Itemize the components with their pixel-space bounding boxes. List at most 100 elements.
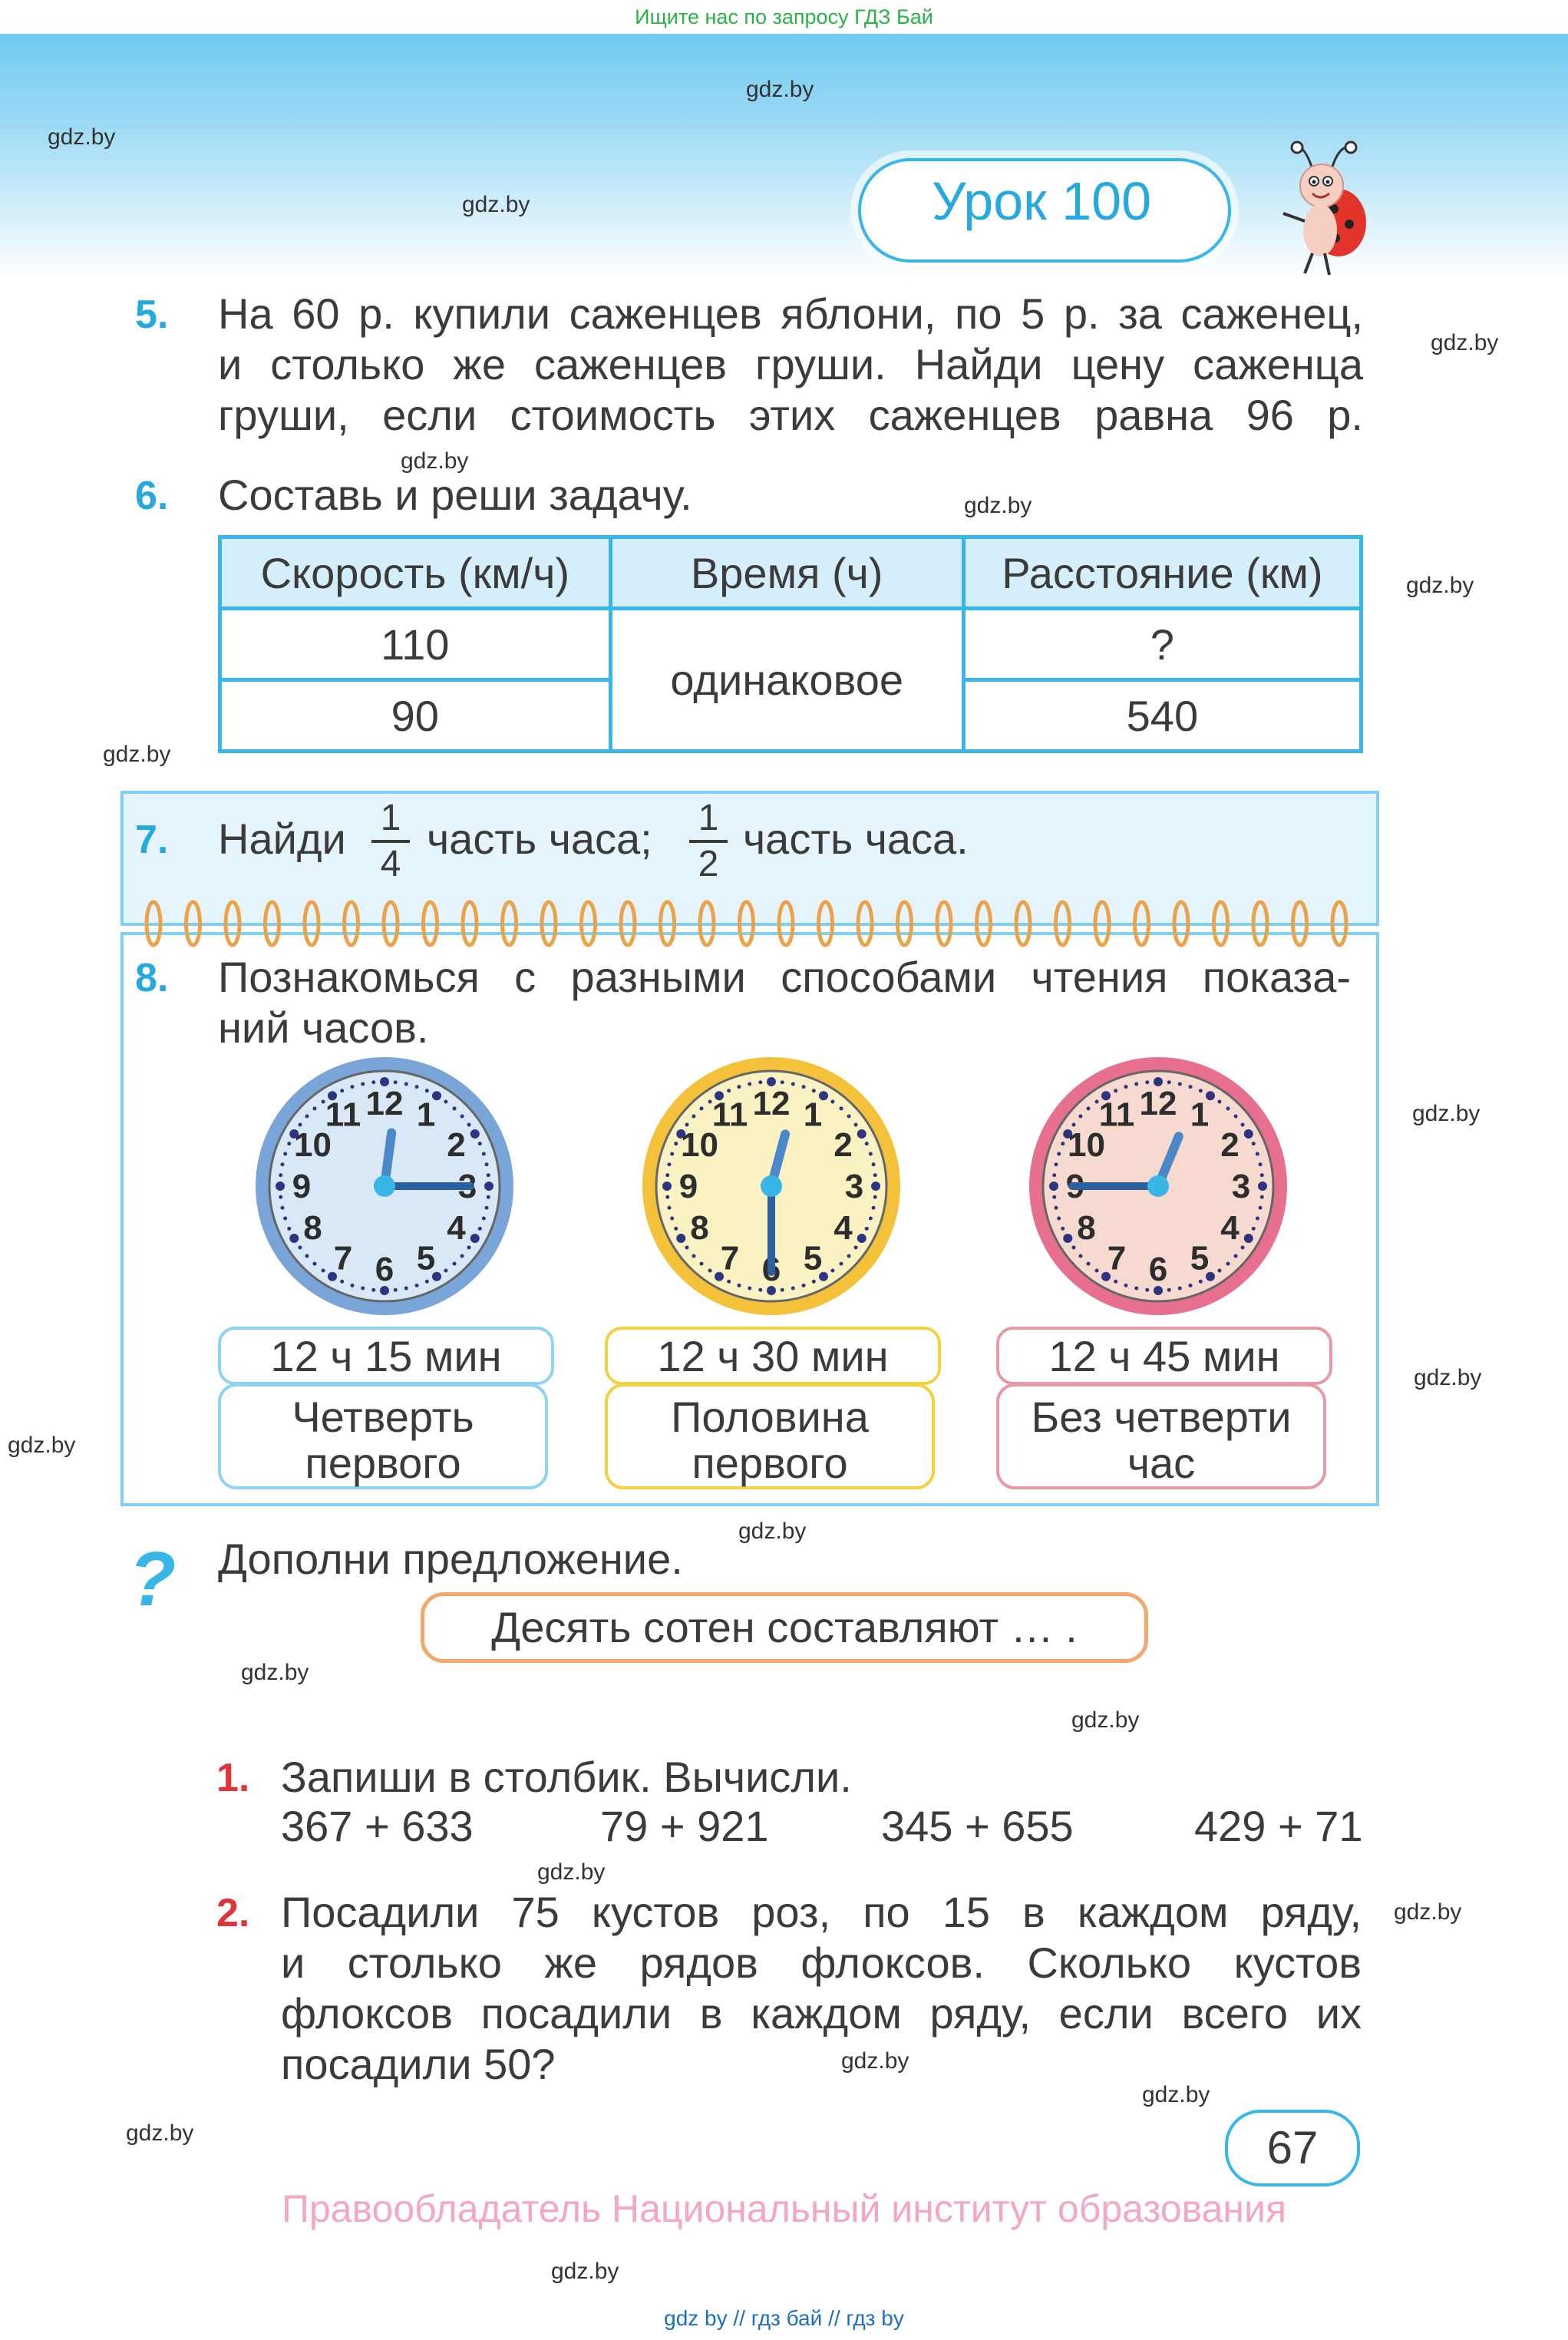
question-text: Дополни предложение. [218,1535,683,1583]
svg-text:10: 10 [1068,1126,1105,1164]
table-cell-distance: 540 [961,678,1364,753]
task7-number: 7. [135,818,169,862]
clock-name-label: Четверть первого [218,1383,548,1489]
lesson-cloud [858,158,1231,263]
home2-line: Посадили 75 кустов роз, по 15 в каждом р… [281,1888,1362,1936]
clock-name-line: первого [692,1439,848,1487]
clock-name-label: Половина первого [605,1383,935,1489]
svg-text:10: 10 [681,1126,718,1164]
task6-number: 6. [135,474,169,518]
svg-text:7: 7 [1108,1240,1126,1277]
watermark: gdz.by [1406,573,1474,598]
home2-line: и столько же рядов флоксов. Сколько куст… [281,1938,1362,1987]
home1-text: Запиши в столбик. Вычисли. [281,1753,852,1801]
watermark: gdz.by [746,77,814,102]
watermark: gdz.by [462,192,530,217]
svg-text:12: 12 [366,1085,404,1122]
task5-line: груши, если стоимость этих саженцев равн… [218,391,1363,439]
watermark: gdz.by [48,124,116,150]
svg-text:6: 6 [1149,1251,1167,1288]
table-header-speed: Скорость (км/ч) [218,535,612,610]
svg-text:1: 1 [417,1096,435,1133]
watermark: gdz.by [401,448,469,474]
svg-text:11: 11 [325,1096,361,1133]
svg-text:1: 1 [804,1096,822,1133]
svg-text:12: 12 [753,1085,791,1122]
notebook-spiral-icon [144,900,1348,947]
home2-line: посадили 50? [281,2040,556,2088]
task5-line: На 60 р. купили саженцев яблони, по 5 р.… [218,289,1363,338]
table-cell-time: одинаковое [608,606,966,753]
table-header-distance: Расстояние (км) [961,535,1364,610]
fraction-half: 1 2 [689,798,728,884]
task8-line: Познакомься с разными способами чтения п… [218,953,1351,1001]
clock-2-icon: 123456789101112 [642,1057,900,1315]
svg-text:4: 4 [1220,1209,1240,1247]
svg-text:5: 5 [417,1240,435,1277]
svg-text:11: 11 [712,1096,748,1133]
svg-text:7: 7 [334,1240,352,1277]
watermark: gdz.by [1142,2082,1210,2107]
clock-name-line: первого [305,1439,461,1487]
sentence-box: Десять сотен составляют … . [421,1592,1148,1663]
watermark: gdz.by [551,2259,619,2284]
clock-name-line: Четверть [292,1393,474,1441]
home1-expr: 345 + 655 [881,1802,1074,1850]
watermark: gdz.by [1071,1707,1140,1733]
task7-part2: часть часа. [743,815,969,863]
task5-line: и столько же саженцев груши. Найди цену … [218,340,1363,388]
table-header-time: Время (ч) [608,535,966,610]
clock-name-label: Без четверти час [996,1383,1326,1489]
svg-text:6: 6 [375,1251,394,1288]
fraction-numerator: 1 [698,798,719,838]
watermark: gdz.by [964,493,1032,518]
home1-expr: 79 + 921 [600,1802,769,1850]
task5-number: 5. [135,292,169,337]
svg-text:3: 3 [845,1168,863,1205]
svg-text:4: 4 [447,1209,466,1247]
ladybug-mascot-icon [1282,140,1366,276]
homework-frame [135,1700,760,2124]
svg-text:8: 8 [303,1209,322,1247]
svg-text:7: 7 [721,1240,739,1277]
svg-text:2: 2 [447,1126,465,1164]
svg-text:9: 9 [679,1168,698,1205]
svg-text:3: 3 [1232,1168,1250,1205]
task8-line: ний часов. [218,1003,429,1052]
watermark: gdz.by [738,1519,807,1544]
clock-name-line: Без четверти [1031,1393,1292,1441]
task6-text: Составь и реши задачу. [218,471,692,519]
watermark: gdz.by [126,2120,194,2146]
home1-expr: 367 + 633 [281,1802,474,1850]
home1-expr: 429 + 71 [1194,1802,1363,1850]
task7-word: Найди [218,815,346,863]
svg-text:8: 8 [1077,1209,1095,1247]
watermark: gdz.by [841,2048,909,2074]
home2-line: флоксов посадили в каждом ряду, если все… [281,1989,1362,2038]
watermark: gdz.by [8,1433,76,1458]
fraction-quarter: 1 4 [371,798,410,884]
bottom-links[interactable]: gdz by // гдз бай // гдз by [664,2306,904,2330]
watermark: gdz.by [1431,330,1499,355]
watermark: gdz.by [1412,1101,1481,1126]
table-cell-speed: 110 [218,606,612,682]
svg-text:11: 11 [1099,1096,1135,1133]
svg-text:10: 10 [294,1126,332,1164]
task8-number: 8. [135,956,169,1000]
fraction-denominator: 2 [698,844,719,884]
clock-name-line: час [1127,1439,1196,1487]
table-cell-distance: ? [961,606,1364,682]
clock-time-label: 12 ч 30 мин [605,1327,941,1385]
task7-part1: часть часа; [427,815,652,863]
watermark: gdz.by [103,742,171,767]
watermark: gdz.by [241,1660,309,1685]
watermark: gdz.by [1414,1365,1482,1390]
home2-number: 2. [216,1891,250,1935]
svg-text:2: 2 [1220,1126,1239,1164]
top-banner[interactable]: Ищите нас по запросу ГДЗ Бай [0,0,1568,34]
watermark: gdz.by [537,1859,606,1885]
page-number: 67 [1225,2110,1360,2186]
question-mark-icon: ? [129,1536,177,1622]
clock-name-line: Половина [671,1393,869,1441]
clock-1-icon: 123456789101112 [256,1057,513,1315]
